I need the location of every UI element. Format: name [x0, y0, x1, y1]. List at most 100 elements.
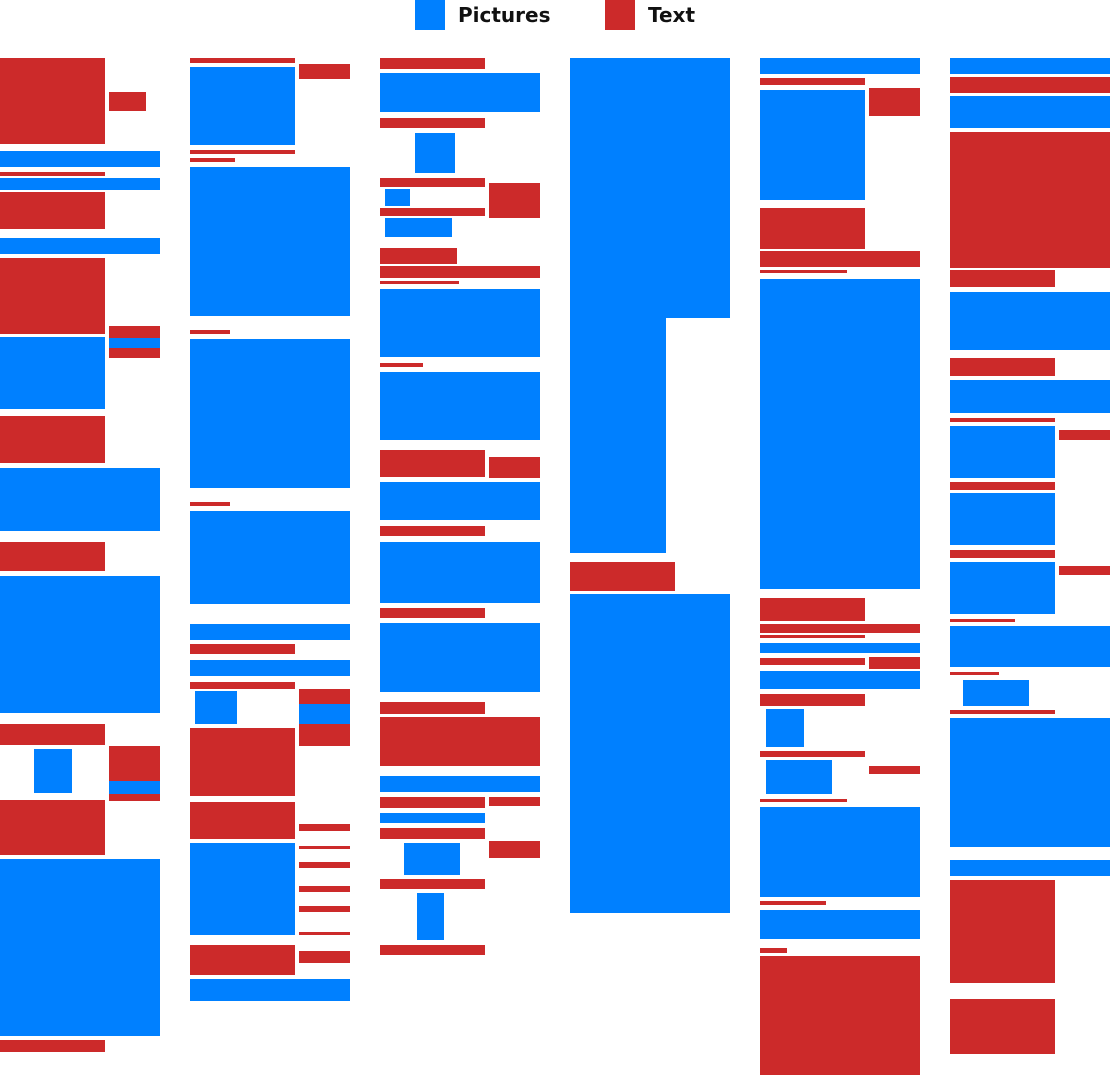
picture-block — [417, 893, 444, 940]
legend: Pictures Text — [0, 0, 1110, 34]
text-block — [0, 800, 105, 855]
text-block — [380, 828, 485, 839]
picture-block — [950, 562, 1055, 614]
text-block — [190, 644, 295, 654]
picture-block — [0, 576, 160, 713]
text-block — [299, 64, 350, 79]
picture-block — [950, 96, 1110, 128]
text-block — [760, 598, 865, 621]
text-block — [0, 1040, 105, 1052]
text-block — [380, 450, 485, 477]
picture-block — [195, 691, 237, 724]
text-block — [380, 266, 540, 278]
text-block — [950, 710, 1055, 714]
picture-block — [380, 623, 540, 692]
text-block — [0, 172, 105, 176]
picture-block — [380, 372, 540, 440]
text-block — [760, 658, 865, 665]
text-block — [380, 608, 485, 618]
picture-block — [963, 680, 1029, 706]
text-block — [380, 702, 485, 714]
picture-block — [0, 468, 160, 531]
picture-block — [0, 337, 105, 409]
text-block — [0, 58, 105, 144]
picture-block — [570, 594, 730, 913]
picture-block — [766, 709, 804, 747]
text-block — [950, 550, 1055, 558]
text-block — [489, 183, 540, 218]
text-block — [190, 158, 235, 162]
text-block — [760, 948, 787, 953]
text-block — [869, 657, 920, 669]
picture-block — [109, 338, 160, 348]
picture-block — [0, 859, 160, 1036]
text-block — [0, 192, 105, 229]
picture-block — [190, 167, 350, 316]
text-block — [380, 363, 423, 367]
text-block — [950, 132, 1110, 268]
text-block — [299, 724, 350, 746]
picture-block — [190, 511, 350, 604]
text-block — [109, 746, 160, 781]
text-block — [190, 58, 295, 63]
text-block — [190, 150, 295, 154]
picture-block — [415, 133, 455, 173]
text-block — [489, 841, 540, 858]
text-block — [190, 682, 295, 689]
picture-block — [109, 781, 160, 794]
picture-block — [760, 643, 920, 653]
picture-block — [380, 813, 485, 823]
picture-block — [299, 704, 350, 724]
text-block — [760, 635, 865, 638]
text-block — [299, 932, 350, 935]
text-block — [950, 358, 1055, 376]
text-block — [299, 951, 350, 963]
text-block — [299, 906, 350, 912]
picture-block — [950, 58, 1110, 74]
text-block — [299, 886, 350, 892]
picture-block — [380, 482, 540, 520]
picture-block — [570, 318, 666, 553]
text-block — [380, 281, 459, 284]
picture-block — [380, 73, 540, 112]
picture-block — [950, 860, 1110, 876]
text-block — [109, 794, 160, 801]
picture-block — [190, 339, 350, 488]
text-block — [299, 824, 350, 831]
picture-block — [950, 626, 1110, 667]
text-block — [760, 270, 847, 273]
text-block — [760, 799, 847, 802]
picture-block — [760, 90, 865, 200]
text-block — [380, 58, 485, 69]
picture-block — [190, 624, 350, 640]
text-block — [380, 208, 485, 216]
picture-block — [190, 843, 295, 935]
text-block — [869, 766, 920, 774]
picture-block — [0, 238, 160, 254]
picture-block — [950, 493, 1055, 545]
text-block — [950, 270, 1055, 287]
text-legend-label: Text — [648, 3, 696, 27]
text-block — [0, 542, 105, 571]
text-block — [190, 802, 295, 839]
picture-block — [34, 749, 72, 793]
picture-block — [760, 910, 920, 939]
text-block — [760, 78, 865, 85]
pictures-legend-label: Pictures — [458, 3, 551, 27]
picture-block — [190, 67, 295, 145]
text-block — [380, 945, 485, 955]
picture-block — [950, 426, 1055, 478]
picture-block — [380, 289, 540, 357]
pictures-legend-swatch — [415, 0, 445, 30]
text-block — [950, 619, 1015, 622]
text-block — [950, 999, 1055, 1054]
picture-block — [0, 178, 160, 190]
text-block — [760, 251, 920, 267]
text-block — [299, 862, 350, 868]
picture-block — [570, 58, 730, 318]
text-block — [190, 945, 295, 975]
text-block — [950, 77, 1110, 93]
picture-block — [0, 151, 160, 167]
text-block — [190, 330, 230, 334]
